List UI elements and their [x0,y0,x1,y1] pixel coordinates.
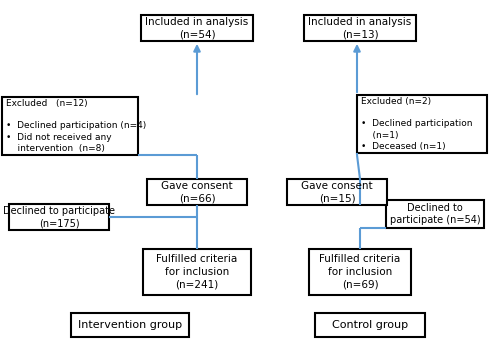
Text: Gave consent
(n=15): Gave consent (n=15) [301,181,373,203]
Text: Excluded (n=2)

•  Declined participation
    (n=1)
•  Deceased (n=1): Excluded (n=2) • Declined participation … [361,97,472,152]
Text: Declined to participate
(n=175): Declined to participate (n=175) [3,206,115,228]
FancyBboxPatch shape [71,313,189,337]
Text: Included in analysis
(n=13): Included in analysis (n=13) [308,17,412,39]
FancyBboxPatch shape [304,15,416,41]
Text: Control group: Control group [332,320,408,330]
FancyBboxPatch shape [147,179,247,205]
FancyBboxPatch shape [9,204,109,230]
FancyBboxPatch shape [386,200,484,228]
FancyBboxPatch shape [2,97,138,155]
FancyBboxPatch shape [315,313,425,337]
FancyBboxPatch shape [309,249,411,295]
Text: Fulfilled criteria
for inclusion
(n=69): Fulfilled criteria for inclusion (n=69) [320,254,400,290]
FancyBboxPatch shape [287,179,387,205]
FancyBboxPatch shape [357,95,487,153]
Text: Gave consent
(n=66): Gave consent (n=66) [161,181,233,203]
Text: Excluded   (n=12)

•  Declined participation (n=4)
•  Did not received any
    i: Excluded (n=12) • Declined participation… [6,99,146,153]
Text: Fulfilled criteria
for inclusion
(n=241): Fulfilled criteria for inclusion (n=241) [156,254,238,290]
Text: Intervention group: Intervention group [78,320,182,330]
FancyBboxPatch shape [141,15,253,41]
Text: Included in analysis
(n=54): Included in analysis (n=54) [146,17,248,39]
Text: Declined to
participate (n=54): Declined to participate (n=54) [390,203,480,225]
FancyBboxPatch shape [143,249,251,295]
